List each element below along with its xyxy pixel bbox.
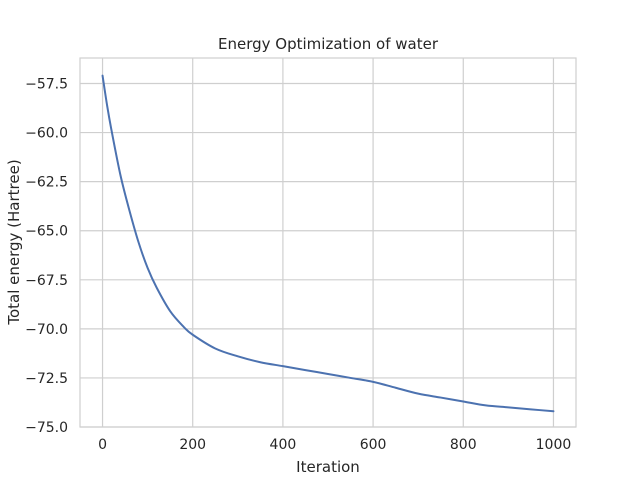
x-tick-label: 400 <box>270 437 297 453</box>
x-tick-label: 800 <box>450 437 477 453</box>
y-tick-label: −57.5 <box>25 77 68 93</box>
x-tick-label: 0 <box>98 437 107 453</box>
plot-frame <box>79 57 577 428</box>
y-tick-label: −75.0 <box>25 420 68 436</box>
y-tick-label: −67.5 <box>25 273 68 289</box>
y-axis-label: Total energy (Hartree) <box>5 159 23 325</box>
x-tick-label: 1000 <box>536 437 572 453</box>
y-tick-label: −60.0 <box>25 126 68 142</box>
series-layer <box>101 74 555 413</box>
x-axis-label: Iteration <box>296 458 360 476</box>
y-tick-label: −62.5 <box>25 175 68 191</box>
y-tick-label: −70.0 <box>25 322 68 338</box>
y-tick-labels: −57.5 −60.0 −62.5 −65.0 −67.5 −70.0 −72.5 −75.0 <box>25 77 68 436</box>
x-tick-label: 200 <box>179 437 206 453</box>
grid <box>80 58 576 428</box>
chart-title: Energy Optimization of water <box>218 35 439 53</box>
y-tick-label: −72.5 <box>25 371 68 387</box>
y-tick-label: −65.0 <box>25 224 68 240</box>
x-tick-label: 600 <box>360 437 387 453</box>
x-tick-labels: 0 200 400 600 800 1000 <box>98 437 571 453</box>
energy-series-line <box>101 74 555 413</box>
